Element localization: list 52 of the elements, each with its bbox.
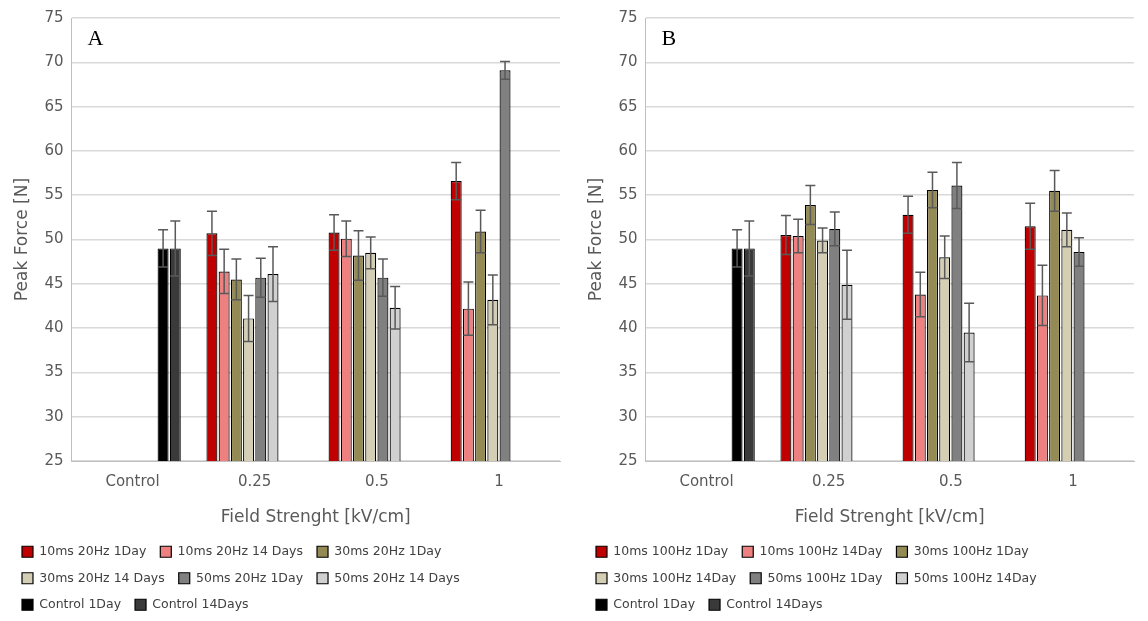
legend-label: 10ms 100Hz 14Day	[759, 543, 884, 558]
legend-label: 10ms 20Hz 1Day	[39, 543, 147, 558]
legend-label: 50ms 20Hz 1Day	[195, 569, 304, 585]
legend-label: 50ms 20Hz 14 Days	[334, 569, 460, 585]
chart-title: A	[87, 24, 104, 50]
x-tick-label: Control	[105, 471, 160, 490]
y-axis-title: Peak Force [N]	[10, 177, 31, 302]
y-tick-label: 30	[44, 406, 64, 425]
y-tick-label: 70	[44, 52, 64, 71]
x-tick-label: Control	[679, 471, 734, 490]
legend-label: Control 1Day	[39, 596, 122, 611]
y-tick-label: 60	[44, 140, 64, 159]
legend-label: 30ms 20Hz 14 Days	[39, 569, 165, 585]
legend-label: Control 14Days	[152, 596, 249, 611]
y-tick-label: 30	[618, 406, 638, 425]
y-tick-label: 60	[618, 140, 638, 159]
legend-label: Control 14Days	[726, 596, 823, 611]
y-tick-label: 65	[618, 96, 638, 115]
y-tick-label: 55	[618, 185, 638, 204]
x-tick-label: 0.25	[237, 471, 272, 490]
y-tick-label: 40	[618, 318, 638, 337]
legend-label: 50ms 100Hz 14Day	[913, 569, 1038, 585]
legend-label: 10ms 20Hz 14 Days	[177, 543, 304, 558]
y-tick-label: 45	[618, 273, 638, 292]
x-tick-label: 1	[1068, 471, 1078, 490]
y-tick-label: 40	[44, 318, 64, 337]
y-tick-label: 75	[618, 7, 638, 26]
x-axis-title: Field Strenght [kV/cm]	[220, 505, 411, 526]
y-tick-label: 50	[618, 229, 638, 248]
y-tick-label: 50	[44, 229, 64, 248]
x-tick-label: 0.5	[938, 471, 963, 490]
legend-label: 30ms 100Hz 1Day	[913, 543, 1030, 558]
y-tick-label: 55	[44, 185, 64, 204]
chart-title: B	[661, 24, 677, 50]
y-axis-title: Peak Force [N]	[584, 177, 605, 302]
x-tick-label: 1	[494, 471, 504, 490]
legend-label: 30ms 100Hz 14Day	[613, 569, 737, 585]
y-tick-label: 35	[618, 362, 638, 381]
x-tick-label: 0.25	[811, 471, 846, 490]
legend-label: 10ms 100Hz 1Day	[613, 543, 729, 558]
x-axis-title: Field Strenght [kV/cm]	[794, 505, 985, 526]
legend-label: 30ms 20Hz 1Day	[334, 543, 442, 558]
legend-label: Control 1Day	[613, 596, 696, 611]
legend-label: 50ms 100Hz 1Day	[767, 569, 884, 585]
x-tick-label: 0.5	[364, 471, 389, 490]
y-tick-label: 65	[44, 96, 64, 115]
y-tick-label: 35	[44, 362, 64, 381]
y-tick-label: 45	[44, 273, 64, 292]
y-tick-label: 25	[618, 450, 638, 469]
y-tick-label: 25	[44, 450, 64, 469]
y-tick-label: 75	[44, 7, 64, 26]
y-tick-label: 70	[618, 52, 638, 71]
